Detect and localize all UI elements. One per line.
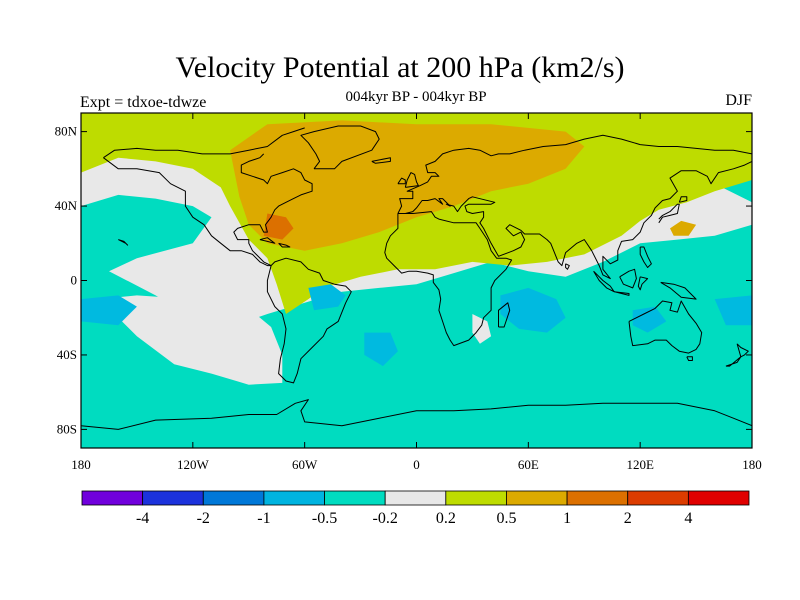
coastline-4 xyxy=(300,125,380,170)
colorbar-label: -0.2 xyxy=(373,510,398,527)
coastline-27 xyxy=(565,263,570,270)
contour-region-gulf-of-mexico-peak xyxy=(263,213,294,240)
colorbar-label: -2 xyxy=(197,510,210,527)
colorbar-box xyxy=(566,490,629,506)
colorbar-label: 0.5 xyxy=(496,510,516,527)
contour-region-south-pacific-near-zero xyxy=(99,295,283,385)
chart-subtitle: 004kyr BP - 004kyr BP xyxy=(345,89,487,105)
coastline-2 xyxy=(266,257,352,384)
colorbar-box xyxy=(627,490,689,506)
lon-tick-label: 0 xyxy=(413,457,420,472)
lat-tick-label: 80S xyxy=(57,421,77,436)
coastline-1 xyxy=(103,157,272,267)
colorbar-box xyxy=(142,490,204,506)
contour-region-dateline-negative xyxy=(714,295,752,326)
coastline-13 xyxy=(498,302,511,328)
contour-region-indian-ocean-negative xyxy=(500,287,566,333)
lon-tick-label: 60E xyxy=(518,457,539,472)
coastline-15 xyxy=(678,196,688,203)
lon-tick-label: 180 xyxy=(71,457,91,472)
colorbar-box xyxy=(384,490,447,506)
coastline-8 xyxy=(628,300,703,354)
season-label: DJF xyxy=(725,92,752,109)
experiment-label: Expt = tdxoe-tdwze xyxy=(80,94,207,111)
lon-tick-label: 120E xyxy=(626,457,654,472)
coastline-3 xyxy=(233,153,313,267)
chart-title: Velocity Potential at 200 hPa (km2/s) xyxy=(175,51,625,84)
contour-region-africa-near-zero xyxy=(472,314,492,344)
coastline-7 xyxy=(405,160,752,280)
lat-tick-label: 40S xyxy=(57,347,77,362)
lat-tick-label: 40N xyxy=(55,198,78,213)
coastline-9 xyxy=(81,399,752,430)
lat-tick-label: 80N xyxy=(55,124,78,139)
coastline-18 xyxy=(619,268,637,289)
colorbar-box xyxy=(202,490,265,506)
coastline-28 xyxy=(118,239,129,246)
colorbar-box xyxy=(445,490,507,506)
colorbar-label: 2 xyxy=(624,510,632,527)
colorbar-label: 1 xyxy=(563,510,571,527)
contour-region-japan-positive xyxy=(670,220,697,236)
lon-tick-label: 120W xyxy=(177,457,210,472)
colorbar-label: -4 xyxy=(136,510,149,527)
contour-region-tropical-pacific-negative xyxy=(81,295,137,326)
colorbar-label: 0.2 xyxy=(436,510,456,527)
map-panel xyxy=(81,113,752,448)
colorbar-label: 4 xyxy=(684,510,692,527)
coastline-14 xyxy=(658,203,680,224)
coastline-20 xyxy=(660,281,697,300)
coastline-10 xyxy=(404,172,419,188)
colorbar-label: -0.5 xyxy=(312,510,337,527)
coastline-17 xyxy=(613,291,630,296)
coastline-21 xyxy=(639,246,652,268)
colorbar-box xyxy=(81,490,144,506)
coastline-11 xyxy=(397,177,406,185)
colorbar-box xyxy=(687,490,750,506)
coastline-19 xyxy=(637,276,649,291)
lon-tick-label: 180 xyxy=(742,457,762,472)
coastline-6 xyxy=(397,134,752,214)
colorbar-box xyxy=(324,490,386,506)
coastline-25 xyxy=(278,242,291,248)
lat-tick-label: 0 xyxy=(71,273,78,288)
coastline-22 xyxy=(736,343,749,358)
contour-region-australia-negative xyxy=(632,306,667,333)
colorbar-box xyxy=(263,490,325,506)
colorbar-box xyxy=(506,490,568,506)
coastline-26 xyxy=(686,356,693,361)
colorbar: -4 -2 -1 -0.5 -0.2 0.2 0.5 1 2 4 xyxy=(81,490,750,527)
contour-region-south-atlantic-negative xyxy=(364,332,398,367)
coastline-12 xyxy=(371,157,391,164)
lon-tick-label: 60W xyxy=(292,457,318,472)
contour-region-north-atlantic-eurasia-positive xyxy=(230,120,585,251)
coastline-24 xyxy=(259,237,276,244)
contour-region-brazil-negative xyxy=(308,284,346,311)
colorbar-label: -1 xyxy=(257,510,270,527)
axis-ticks: 80N 40N 0 40S 80S 180 120W 60W 0 60E 120E 180 xyxy=(55,113,762,472)
coastline-5 xyxy=(384,211,513,347)
coastline-23 xyxy=(725,356,742,367)
coastline-0 xyxy=(103,127,305,159)
